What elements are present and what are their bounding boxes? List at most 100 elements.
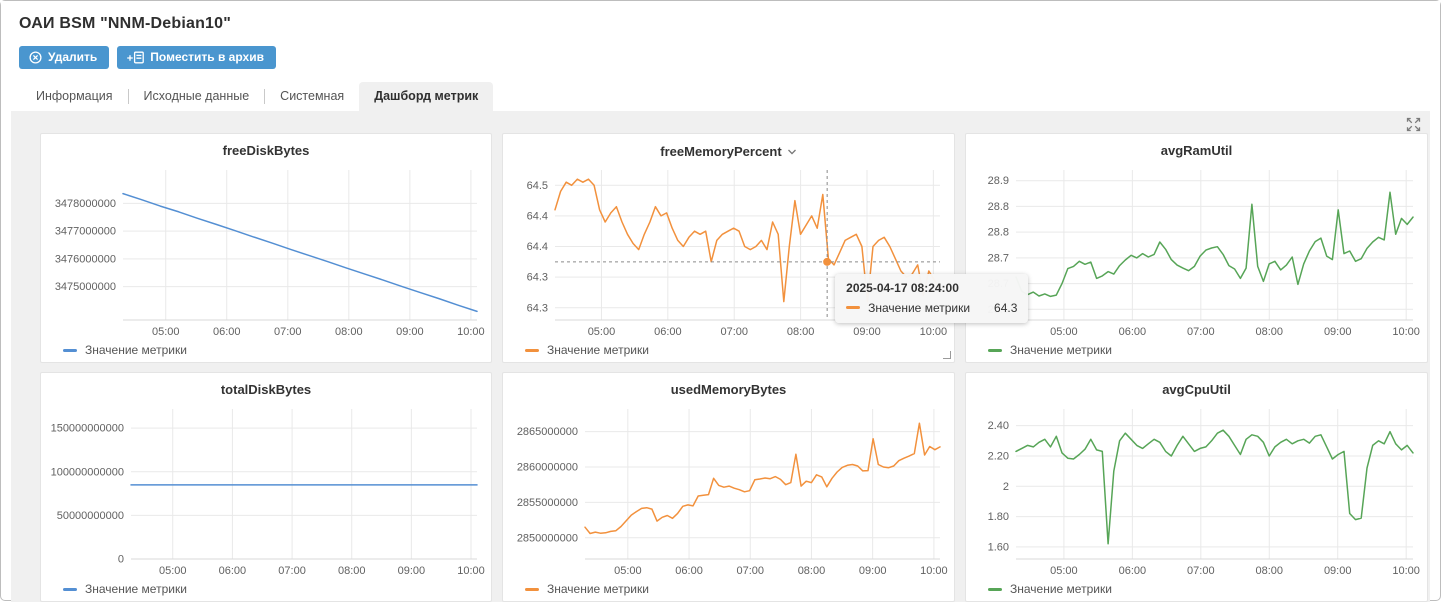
chart-title-text: avgCpuUtil	[1162, 382, 1231, 397]
chart-canvas[interactable]: 05:00 06:00 07:00 08:00 09:00 10:00 1500000000…	[47, 401, 487, 581]
svg-text:28.9: 28.9	[988, 175, 1009, 187]
svg-text:05:00: 05:00	[1050, 326, 1078, 338]
circle-x-icon	[29, 50, 42, 64]
legend-label: Значение метрики	[547, 343, 649, 357]
chart-title-text: totalDiskBytes	[220, 382, 312, 397]
svg-text:10:00: 10:00	[920, 326, 948, 338]
svg-text:2.20: 2.20	[988, 450, 1009, 462]
series-line	[122, 192, 478, 313]
chart-panel-usedMemoryBytes: usedMemoryBytes 05:00 06:00 07:00 08:00 09:00…	[502, 372, 955, 602]
tooltip-series-row: Значение метрики 64.3	[846, 301, 1017, 315]
svg-text:08:00: 08:00	[1255, 326, 1283, 338]
svg-text:64.3: 64.3	[527, 302, 548, 314]
svg-text:09:00: 09:00	[396, 326, 424, 338]
chart-canvas[interactable]: 05:00 06:00 07:00 08:00 09:00 10:00 28.9 28.8 28…	[972, 162, 1423, 342]
svg-text:05:00: 05:00	[614, 565, 642, 577]
svg-text:10:00: 10:00	[920, 565, 948, 577]
svg-text:05:00: 05:00	[152, 326, 180, 338]
svg-text:09:00: 09:00	[859, 565, 887, 577]
legend-swatch	[63, 348, 77, 352]
chart-legend[interactable]: Значение метрики	[525, 582, 954, 596]
chart-title: freeDiskBytes	[41, 134, 491, 162]
chart-canvas[interactable]: 05:00 06:00 07:00 08:00 09:00 10:00 2865000000…	[509, 401, 950, 581]
fullscreen-icon[interactable]	[1406, 117, 1422, 133]
chart-title: avgCpuUtil	[966, 373, 1427, 401]
tab-information[interactable]: Информация	[36, 89, 113, 103]
tab-system[interactable]: Системная	[280, 89, 345, 103]
svg-text:08:00: 08:00	[338, 565, 366, 577]
svg-text:07:00: 07:00	[1187, 565, 1215, 577]
chart-title: avgRamUtil	[966, 134, 1427, 162]
chart-canvas[interactable]: 05:00 06:00 07:00 08:00 09:00 10:00 2.40 2.20 2 1…	[972, 401, 1423, 581]
svg-text:09:00: 09:00	[1324, 565, 1352, 577]
chart-legend[interactable]: Значение метрики	[988, 582, 1427, 596]
toolbar: Удалить Поместить в архив	[19, 46, 1422, 69]
archive-button[interactable]: Поместить в архив	[117, 46, 276, 69]
svg-text:28.8: 28.8	[988, 227, 1009, 239]
chart-title: totalDiskBytes	[41, 373, 491, 401]
tooltip-value: 64.3	[994, 300, 1018, 315]
page-header: ОАИ BSM "NNM-Debian10" Удалить Поместить…	[1, 1, 1440, 111]
svg-text:150000000000: 150000000000	[51, 423, 124, 435]
tab-separator	[264, 89, 266, 104]
svg-text:10:00: 10:00	[1392, 326, 1420, 338]
svg-text:05:00: 05:00	[1050, 565, 1078, 577]
charts-grid: freeDiskBytes 05:00 06:00 07:00 08:00 09:00 10…	[40, 133, 1430, 602]
svg-text:10:00: 10:00	[1392, 565, 1420, 577]
chart-title: usedMemoryBytes	[503, 373, 954, 401]
svg-text:3476000000: 3476000000	[55, 253, 116, 265]
svg-text:06:00: 06:00	[654, 326, 682, 338]
svg-text:3477000000: 3477000000	[55, 226, 116, 238]
chevron-down-icon	[787, 143, 797, 158]
resize-handle-icon[interactable]	[943, 351, 951, 359]
svg-text:07:00: 07:00	[720, 326, 748, 338]
svg-text:09:00: 09:00	[1324, 326, 1352, 338]
chart-title[interactable]: freeMemoryPercent	[503, 134, 954, 162]
svg-text:100000000000: 100000000000	[51, 466, 124, 478]
chart-panel-avgCpuUtil: avgCpuUtil 05:00 06:00 07:00 08:00 09:00 10:00…	[965, 372, 1428, 602]
svg-text:07:00: 07:00	[278, 565, 306, 577]
svg-text:64.4: 64.4	[527, 241, 548, 253]
chart-title-text: freeMemoryPercent	[660, 144, 782, 159]
series-line	[1015, 429, 1414, 545]
chart-legend[interactable]: Значение метрики	[63, 582, 491, 596]
svg-text:2855000000: 2855000000	[517, 497, 578, 509]
svg-text:1.80: 1.80	[988, 511, 1009, 523]
chart-tooltip: 2025-04-17 08:24:00 Значение метрики 64.3	[835, 273, 1029, 323]
add-archive-icon	[127, 51, 145, 64]
archive-button-label: Поместить в архив	[150, 50, 264, 64]
series-line	[584, 422, 941, 535]
svg-text:64.3: 64.3	[527, 272, 548, 284]
chart-canvas[interactable]: 05:00 06:00 07:00 08:00 09:00 10:00 3478000000…	[47, 162, 487, 342]
svg-text:07:00: 07:00	[736, 565, 764, 577]
tab-metrics-dashboard[interactable]: Дашборд метрик	[359, 82, 494, 111]
svg-text:3478000000: 3478000000	[55, 198, 116, 210]
legend-swatch	[988, 587, 1002, 591]
series-line	[554, 178, 941, 303]
svg-text:07:00: 07:00	[1187, 326, 1215, 338]
chart-title-text: usedMemoryBytes	[670, 382, 787, 397]
legend-swatch	[988, 348, 1002, 352]
svg-text:05:00: 05:00	[588, 326, 616, 338]
svg-text:0: 0	[118, 554, 124, 566]
chart-panel-freeDiskBytes: freeDiskBytes 05:00 06:00 07:00 08:00 09:00 10…	[40, 133, 492, 363]
chart-legend[interactable]: Значение метрики	[988, 343, 1427, 357]
series-line	[1015, 191, 1414, 298]
chart-legend[interactable]: Значение метрики	[63, 343, 491, 357]
svg-text:09:00: 09:00	[853, 326, 881, 338]
chart-title-text: avgRamUtil	[1160, 143, 1233, 158]
svg-text:1.60: 1.60	[988, 541, 1009, 553]
delete-button[interactable]: Удалить	[19, 46, 110, 69]
page-title: ОАИ BSM "NNM-Debian10"	[19, 15, 232, 32]
tab-source-data[interactable]: Исходные данные	[143, 89, 250, 103]
chart-legend[interactable]: Значение метрики	[525, 343, 954, 357]
svg-text:50000000000: 50000000000	[57, 510, 124, 522]
svg-text:2850000000: 2850000000	[517, 532, 578, 544]
legend-label: Значение метрики	[85, 343, 187, 357]
svg-text:2: 2	[1003, 481, 1009, 493]
tooltip-timestamp: 2025-04-17 08:24:00	[846, 280, 959, 295]
chart-title-text: freeDiskBytes	[222, 143, 310, 158]
svg-text:28.8: 28.8	[988, 201, 1009, 213]
legend-swatch	[63, 587, 77, 591]
svg-text:2860000000: 2860000000	[517, 462, 578, 474]
